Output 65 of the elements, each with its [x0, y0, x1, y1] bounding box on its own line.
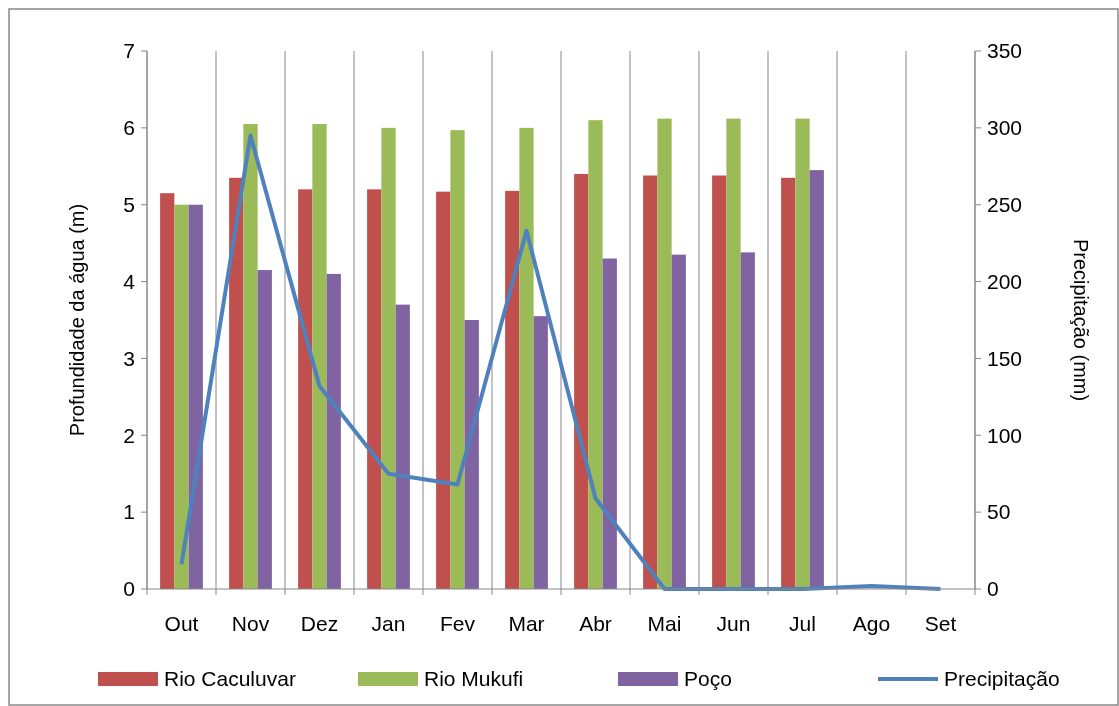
y2-tick-label: 350 — [987, 39, 1023, 63]
bar — [326, 273, 341, 589]
bar — [588, 120, 603, 589]
line-series — [179, 133, 943, 591]
x-tick-label: Dez — [300, 612, 339, 635]
y-tick-label: 4 — [123, 269, 136, 293]
bar — [243, 124, 258, 589]
y2-tick-label: 300 — [987, 116, 1023, 140]
bar — [298, 189, 313, 589]
y2-axis-title: Precipitação (mm) — [1070, 238, 1092, 402]
x-tick-label: Mar — [508, 612, 545, 635]
y-tick-label: 0 — [123, 577, 135, 601]
bar — [505, 190, 520, 589]
bar — [740, 252, 755, 589]
bar — [602, 258, 617, 589]
x-tick-label: Set — [924, 612, 957, 635]
x-tick-label: Ago — [852, 612, 891, 635]
bar — [712, 175, 727, 589]
x-tick-label: Out — [164, 612, 199, 635]
y2-tick-label: 250 — [987, 193, 1023, 217]
bar — [367, 189, 382, 589]
bar — [395, 304, 410, 589]
bar — [657, 118, 672, 589]
bar — [450, 130, 465, 589]
x-tick-label: Fev — [439, 612, 476, 635]
bar — [174, 204, 189, 589]
bar — [643, 175, 658, 589]
y2-tick-label: 150 — [987, 346, 1023, 370]
bar — [519, 127, 534, 589]
y-tick-label: 7 — [123, 39, 135, 63]
bar — [464, 320, 479, 589]
bar — [795, 118, 810, 589]
bar — [229, 177, 244, 589]
y-axis-title: Profundidade da água (m) — [66, 203, 88, 437]
bar — [436, 191, 451, 589]
bar — [671, 254, 686, 589]
bar — [533, 316, 548, 589]
bar — [188, 204, 203, 589]
y2-tick-label: 200 — [987, 269, 1023, 293]
bar — [809, 170, 824, 589]
bar — [160, 193, 175, 589]
bar — [381, 127, 396, 589]
x-tick-label: Jul — [789, 612, 816, 635]
bar — [312, 124, 327, 589]
legend-label: Rio Caculuvar — [164, 667, 296, 691]
bar — [781, 177, 796, 589]
y2-tick-label: 0 — [987, 577, 999, 601]
y2-tick-label: 50 — [987, 500, 1011, 524]
bar — [726, 118, 741, 589]
x-tick-label: Jun — [716, 612, 751, 635]
legend-label: Precipitação — [944, 667, 1060, 691]
bar — [574, 173, 589, 589]
x-tick-label: Nov — [231, 612, 270, 635]
legend-label: Poço — [684, 667, 732, 691]
x-tick-label: Mai — [647, 612, 682, 635]
y2-tick-label: 100 — [987, 423, 1023, 447]
y-tick-label: 6 — [123, 116, 135, 140]
y-tick-label: 2 — [123, 423, 135, 447]
legend-label: Rio Mukufi — [424, 667, 524, 691]
bar — [257, 270, 272, 589]
y-tick-label: 3 — [123, 346, 135, 370]
y-tick-label: 5 — [123, 193, 135, 217]
x-tick-label: Jan — [371, 612, 406, 635]
x-tick-label: Abr — [579, 612, 612, 635]
y-tick-label: 1 — [123, 500, 135, 524]
